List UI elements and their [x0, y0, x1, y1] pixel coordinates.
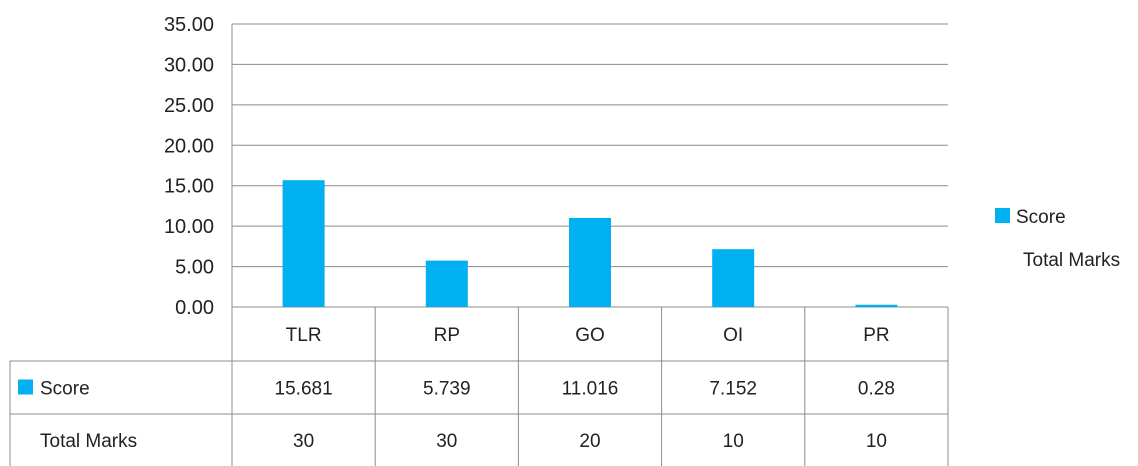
bar-go [569, 217, 611, 307]
table-row-swatch [18, 379, 33, 395]
legend: Score Total Marks [995, 207, 1120, 271]
y-tick-label: 10.00 [164, 216, 214, 238]
table-row-header: Score [40, 379, 90, 400]
table-cell-value: 7.152 [709, 379, 757, 400]
y-tick-label: 30.00 [164, 54, 214, 76]
bars [282, 180, 898, 307]
data-table: TLR RP GO OI PR Score 15.681 5.739 11.016 7.152 0.… [9, 307, 949, 466]
bar-tlr [282, 180, 325, 307]
table-cell-value: 5.739 [423, 379, 471, 400]
bar-oi [712, 249, 755, 307]
y-tick-label: 25.00 [164, 95, 214, 117]
x-category-label: PR [863, 325, 889, 346]
y-tick-label: 5.00 [175, 257, 214, 279]
table-cell-value: 0.28 [858, 379, 895, 400]
x-category-label: GO [575, 325, 605, 346]
table-cell-value: 11.016 [562, 379, 619, 400]
table-cell-value: 20 [579, 431, 600, 452]
y-tick-label: 20.00 [164, 135, 214, 157]
table-cell-value: 10 [866, 431, 887, 452]
table-row-header: Total Marks [40, 431, 137, 452]
table-cell-value: 10 [723, 431, 744, 452]
table-cell-value: 15.681 [275, 379, 333, 400]
bar-pr [855, 304, 898, 307]
y-axis-ticks: 0.00 5.00 10.00 15.00 20.00 25.00 30.00 35.00 [164, 14, 214, 319]
x-category-label: RP [434, 325, 460, 346]
bar-rp [425, 260, 468, 307]
x-category-label: TLR [286, 325, 322, 346]
y-tick-label: 15.00 [164, 176, 214, 198]
legend-entry: Score [1016, 207, 1066, 228]
legend-swatch [995, 208, 1010, 223]
y-tick-label: 35.00 [164, 14, 214, 36]
x-category-label: OI [723, 325, 743, 346]
y-tick-label: 0.00 [175, 297, 214, 319]
table-cell-value: 30 [436, 431, 457, 452]
table-cell-value: 30 [293, 431, 314, 452]
legend-entry: Total Marks [1023, 250, 1120, 271]
